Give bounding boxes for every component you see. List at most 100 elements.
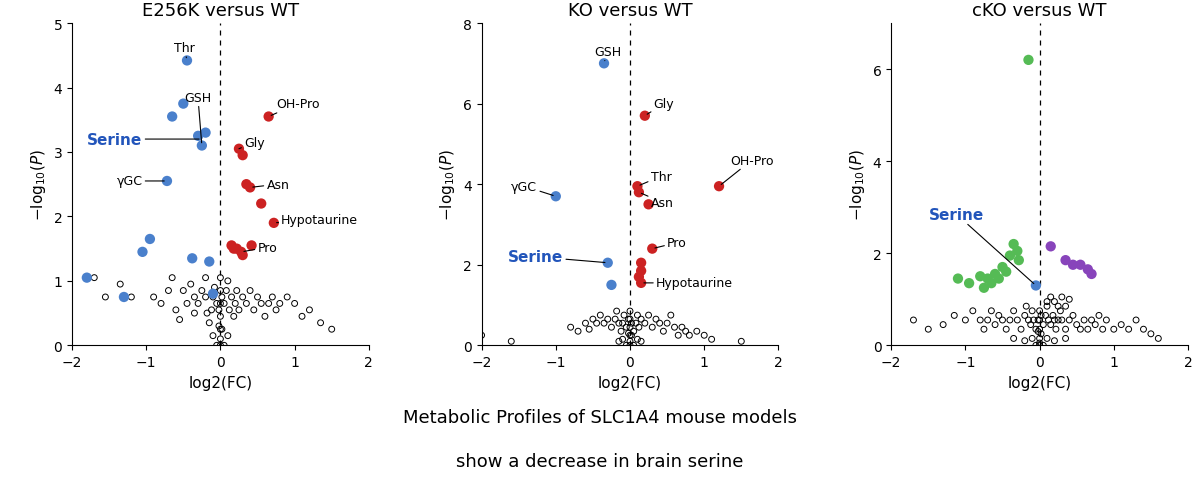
- Point: [647, 316, 666, 324]
- Point: [196, 274, 215, 282]
- Point: [709, 183, 728, 191]
- Point: [1070, 261, 1090, 269]
- Text: OH-Pro: OH-Pro: [721, 154, 774, 185]
- Point: [612, 328, 631, 336]
- Point: [598, 259, 617, 267]
- Point: [85, 274, 104, 282]
- Point: [1074, 316, 1093, 324]
- Point: [619, 316, 638, 324]
- Point: [211, 313, 230, 321]
- Point: [629, 189, 648, 197]
- Point: [620, 342, 640, 349]
- Point: [985, 321, 1004, 329]
- Point: [688, 328, 707, 336]
- Point: [211, 274, 230, 282]
- Text: Gly: Gly: [647, 98, 674, 115]
- Point: [218, 332, 238, 340]
- Point: [643, 324, 662, 331]
- Point: [1111, 321, 1130, 329]
- Point: [174, 100, 193, 108]
- Point: [236, 181, 256, 189]
- Point: [181, 281, 200, 288]
- Point: [620, 332, 640, 339]
- Point: [732, 338, 751, 346]
- Point: [233, 293, 252, 301]
- Point: [188, 133, 208, 141]
- Point: [215, 342, 234, 349]
- Point: [1051, 307, 1070, 315]
- Point: [1030, 307, 1049, 315]
- Point: [1082, 316, 1102, 324]
- Point: [259, 113, 278, 121]
- Point: [606, 316, 625, 324]
- Point: [1039, 316, 1058, 324]
- Point: [638, 312, 658, 319]
- Point: [1134, 325, 1153, 333]
- Point: [242, 242, 262, 250]
- Point: [174, 287, 193, 295]
- Point: [1001, 252, 1020, 260]
- Point: [162, 274, 181, 282]
- Point: [1056, 325, 1075, 333]
- Point: [620, 324, 640, 331]
- Point: [598, 316, 617, 324]
- Point: [205, 284, 224, 291]
- Text: Serine: Serine: [929, 207, 1034, 284]
- Point: [1045, 337, 1064, 345]
- Point: [1008, 316, 1027, 324]
- Point: [610, 320, 629, 327]
- Point: [1038, 298, 1057, 306]
- Point: [1026, 282, 1045, 290]
- Point: [1004, 307, 1024, 315]
- Point: [266, 306, 286, 314]
- Point: [1093, 325, 1112, 333]
- Point: [1030, 325, 1049, 333]
- Point: [211, 287, 230, 295]
- Title: cKO versus WT: cKO versus WT: [972, 2, 1106, 20]
- Text: Pro: Pro: [244, 241, 277, 254]
- Point: [654, 328, 673, 336]
- Point: [1067, 321, 1086, 329]
- Point: [1028, 328, 1048, 336]
- Point: [978, 275, 997, 283]
- Point: [1033, 342, 1052, 349]
- Point: [978, 316, 997, 324]
- Text: Hypotaurine: Hypotaurine: [644, 277, 733, 290]
- Point: [629, 324, 648, 331]
- Point: [631, 267, 650, 275]
- Point: [1036, 312, 1055, 320]
- Point: [576, 320, 595, 327]
- Text: show a decrease in brain serine: show a decrease in brain serine: [456, 452, 744, 470]
- Point: [188, 300, 208, 308]
- Point: [502, 338, 521, 346]
- Point: [668, 332, 688, 339]
- Point: [1022, 307, 1042, 315]
- Point: [971, 273, 990, 280]
- Point: [1024, 316, 1043, 324]
- Point: [208, 342, 227, 349]
- Point: [222, 293, 241, 301]
- Point: [217, 287, 236, 295]
- Point: [1056, 335, 1075, 343]
- Text: Metabolic Profiles of SLC1A4 mouse models: Metabolic Profiles of SLC1A4 mouse model…: [403, 408, 797, 427]
- Point: [196, 130, 215, 137]
- Point: [212, 325, 232, 333]
- Point: [77, 274, 96, 282]
- Point: [607, 308, 626, 315]
- Point: [218, 277, 238, 285]
- Point: [196, 293, 215, 301]
- Point: [232, 249, 251, 256]
- Point: [1021, 321, 1040, 329]
- Point: [240, 287, 259, 295]
- Text: Serine: Serine: [88, 132, 199, 147]
- Point: [264, 219, 283, 227]
- Point: [955, 316, 974, 324]
- Point: [971, 316, 990, 324]
- Point: [974, 284, 994, 292]
- Point: [1063, 261, 1082, 269]
- Point: [1008, 248, 1027, 255]
- Point: [1042, 243, 1061, 251]
- Y-axis label: $-$log$_{10}$($P$): $-$log$_{10}$($P$): [29, 149, 48, 221]
- Point: [1141, 330, 1160, 338]
- Point: [546, 193, 565, 201]
